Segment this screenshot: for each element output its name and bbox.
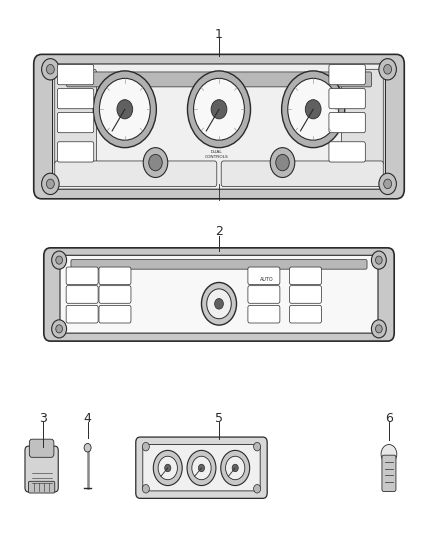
- FancyBboxPatch shape: [60, 255, 378, 333]
- Circle shape: [52, 320, 67, 338]
- Text: 1: 1: [215, 28, 223, 41]
- Circle shape: [198, 464, 205, 472]
- Circle shape: [142, 442, 149, 451]
- FancyBboxPatch shape: [66, 305, 98, 323]
- FancyBboxPatch shape: [329, 142, 365, 162]
- Circle shape: [117, 100, 133, 119]
- Circle shape: [254, 442, 261, 451]
- Text: 4: 4: [84, 412, 92, 425]
- Circle shape: [215, 298, 223, 309]
- FancyBboxPatch shape: [53, 64, 385, 189]
- FancyBboxPatch shape: [290, 286, 321, 303]
- Circle shape: [42, 59, 59, 80]
- FancyBboxPatch shape: [25, 446, 58, 492]
- Text: 3: 3: [39, 412, 47, 425]
- Circle shape: [143, 148, 168, 177]
- Text: 5: 5: [215, 412, 223, 425]
- FancyBboxPatch shape: [55, 161, 217, 187]
- Text: 2: 2: [215, 225, 223, 238]
- Text: AUTO: AUTO: [260, 277, 274, 282]
- FancyBboxPatch shape: [221, 161, 383, 187]
- Circle shape: [194, 78, 244, 140]
- FancyBboxPatch shape: [136, 437, 267, 498]
- Circle shape: [165, 464, 171, 472]
- Circle shape: [56, 325, 63, 333]
- FancyBboxPatch shape: [29, 439, 54, 457]
- Circle shape: [232, 464, 238, 472]
- Circle shape: [192, 456, 211, 480]
- Circle shape: [46, 179, 54, 189]
- Circle shape: [379, 173, 396, 195]
- Circle shape: [381, 445, 397, 464]
- FancyBboxPatch shape: [329, 112, 365, 133]
- Circle shape: [282, 71, 345, 148]
- Circle shape: [187, 450, 216, 486]
- Circle shape: [375, 256, 382, 264]
- FancyBboxPatch shape: [66, 267, 98, 285]
- FancyBboxPatch shape: [28, 481, 55, 493]
- FancyBboxPatch shape: [57, 88, 94, 109]
- Circle shape: [211, 100, 227, 119]
- FancyBboxPatch shape: [55, 69, 96, 165]
- Circle shape: [158, 456, 177, 480]
- Text: 6: 6: [385, 412, 393, 425]
- FancyBboxPatch shape: [382, 455, 396, 491]
- Circle shape: [371, 320, 386, 338]
- Circle shape: [46, 64, 54, 74]
- FancyBboxPatch shape: [248, 286, 280, 303]
- FancyBboxPatch shape: [67, 72, 371, 87]
- Circle shape: [276, 155, 289, 171]
- Circle shape: [99, 78, 150, 140]
- Circle shape: [52, 251, 67, 269]
- FancyBboxPatch shape: [329, 64, 365, 85]
- FancyBboxPatch shape: [44, 248, 394, 341]
- FancyBboxPatch shape: [99, 286, 131, 303]
- Circle shape: [379, 59, 396, 80]
- FancyBboxPatch shape: [342, 69, 383, 165]
- Text: DUAL
CONTROLS: DUAL CONTROLS: [205, 150, 229, 159]
- FancyBboxPatch shape: [57, 112, 94, 133]
- Circle shape: [384, 64, 392, 74]
- FancyBboxPatch shape: [329, 88, 365, 109]
- FancyBboxPatch shape: [34, 54, 404, 199]
- Circle shape: [153, 450, 182, 486]
- Circle shape: [270, 148, 295, 177]
- FancyBboxPatch shape: [57, 142, 94, 162]
- Circle shape: [254, 484, 261, 493]
- Circle shape: [201, 282, 237, 325]
- Circle shape: [149, 155, 162, 171]
- FancyBboxPatch shape: [57, 64, 94, 85]
- Circle shape: [288, 78, 339, 140]
- Circle shape: [142, 484, 149, 493]
- Circle shape: [384, 179, 392, 189]
- Circle shape: [226, 456, 245, 480]
- FancyBboxPatch shape: [66, 286, 98, 303]
- FancyBboxPatch shape: [290, 305, 321, 323]
- Circle shape: [42, 173, 59, 195]
- Circle shape: [221, 450, 250, 486]
- Circle shape: [187, 71, 251, 148]
- Circle shape: [371, 251, 386, 269]
- Circle shape: [93, 71, 156, 148]
- FancyBboxPatch shape: [248, 267, 280, 285]
- FancyBboxPatch shape: [99, 305, 131, 323]
- FancyBboxPatch shape: [71, 260, 367, 269]
- Circle shape: [375, 325, 382, 333]
- Circle shape: [305, 100, 321, 119]
- FancyBboxPatch shape: [99, 267, 131, 285]
- FancyBboxPatch shape: [248, 305, 280, 323]
- FancyBboxPatch shape: [290, 267, 321, 285]
- Circle shape: [207, 289, 231, 319]
- Circle shape: [84, 443, 91, 452]
- Circle shape: [56, 256, 63, 264]
- FancyBboxPatch shape: [143, 445, 260, 491]
